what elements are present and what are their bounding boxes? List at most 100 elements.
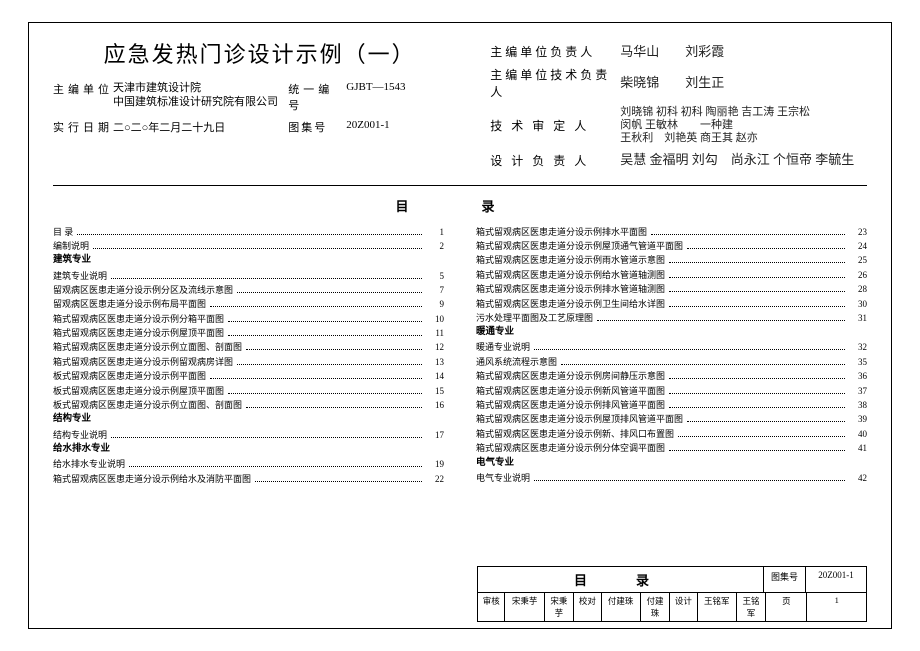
toc-item: 箱式留观病区医患走道分设示例屋顶排风管道平面图39 [476, 412, 867, 426]
f-page-v: 1 [807, 593, 866, 621]
toc-text: 箱式留观病区医患走道分设示例分体空调平面图 [476, 441, 665, 455]
toc-text: 箱式留观病区医患走道分设示例分箱平面图 [53, 312, 224, 326]
toc-item: 建筑专业说明5 [53, 269, 444, 283]
toc-item: 污水处理平面图及工艺原理图31 [476, 311, 867, 325]
date-label: 实行日期 [53, 119, 113, 135]
footer-mulu: 目 录 [478, 567, 764, 592]
sig3-label: 技 术 审 定 人 [490, 117, 620, 134]
atlas-value: 20Z001-1 [346, 119, 466, 135]
toc-dots [237, 292, 422, 293]
page-title: 应急发热门诊设计示例（一） [53, 37, 466, 69]
title-block-bottom: 审核 宋秉芋 宋秉芋 校对 付建珠 付建珠 设计 王铭军 王铭军 页 1 [477, 593, 867, 622]
org-value: 天津市建筑设计院 中国建筑标准设计研究院有限公司 [113, 81, 288, 113]
f-audit-s: 宋秉芋 [545, 593, 574, 621]
toc-dots [669, 262, 845, 263]
toc-page: 42 [849, 471, 867, 485]
toc-right-col: 箱式留观病区医患走道分设示例排水平面图 23 箱式留观病区医患走道分设示例屋顶通气管… [476, 225, 867, 486]
toc-dots [669, 277, 845, 278]
toc-text: 箱式留观病区医患走道分设示例立面图、剖面图 [53, 340, 242, 354]
toc-item: 结构专业说明17 [53, 428, 444, 442]
toc-text: 箱式留观病区医患走道分设示例房间静压示意图 [476, 369, 665, 383]
toc-item: 箱式留观病区医患走道分设示例留观病房详图13 [53, 355, 444, 369]
toc-dots [669, 306, 845, 307]
code-label: 统一编号 [288, 81, 346, 113]
toc-text: 箱式留观病区医患走道分设示例排水平面图 [476, 225, 647, 239]
toc-item: 箱式留观病区医患走道分设示例新、排风口布置图40 [476, 427, 867, 441]
toc-item: 箱式留观病区医患走道分设示例分体空调平面图41 [476, 441, 867, 455]
toc-item: 通风系统流程示意图35 [476, 355, 867, 369]
toc-item: 箱式留观病区医患走道分设示例给水管道轴测图26 [476, 268, 867, 282]
code-value: GJBT—1543 [346, 81, 466, 113]
toc-item: 电气专业说明42 [476, 471, 867, 485]
title-block-top: 目 录 图集号 20Z001-1 [477, 566, 867, 593]
toc-page: 23 [849, 225, 867, 239]
f-check-v: 付建珠 [602, 593, 641, 621]
toc-dots [93, 248, 422, 249]
toc-item: 结构专业 [53, 412, 444, 427]
toc-page: 16 [426, 398, 444, 412]
date-value: 二○二○年二月二十九日 [113, 119, 288, 135]
toc-page: 38 [849, 398, 867, 412]
header: 应急发热门诊设计示例（一） 主编单位 天津市建筑设计院 中国建筑标准设计研究院有… [53, 37, 867, 186]
toc-text: 箱式留观病区医患走道分设示例屋顶通气管道平面图 [476, 239, 683, 253]
toc-item: 留观病区医患走道分设示例布局平面图9 [53, 297, 444, 311]
toc-page: 31 [849, 311, 867, 325]
toc-page: 11 [426, 326, 444, 340]
toc-item: 箱式留观病区医患走道分设示例排水平面图 23 [476, 225, 867, 239]
toc-dots [669, 393, 845, 394]
toc-text: 留观病区医患走道分设示例分区及流线示意图 [53, 283, 233, 297]
toc-dots [687, 421, 845, 422]
toc-text: 箱式留观病区医患走道分设示例给水及消防平面图 [53, 472, 251, 486]
toc-item: 板式留观病区医患走道分设示例屋顶平面图15 [53, 384, 444, 398]
toc-page: 10 [426, 312, 444, 326]
toc-heading: 目 录 [53, 196, 867, 215]
toc-dots [561, 364, 845, 365]
toc-page: 19 [426, 457, 444, 471]
toc-item: 目 录1 [53, 225, 444, 239]
toc-page: 30 [849, 297, 867, 311]
toc-text: 板式留观病区医患走道分设示例屋顶平面图 [53, 384, 224, 398]
sig-row-1: 主编单位负责人 马华山 刘彩霞 [490, 43, 867, 60]
org-label: 主编单位 [53, 81, 113, 113]
toc-dots [255, 481, 422, 482]
sig1-value: 马华山 刘彩霞 [620, 44, 867, 60]
toc-dots [651, 234, 845, 235]
toc-left-col: 目 录1编制说明2建筑专业建筑专业说明5留观病区医患走道分设示例分区及流线示意图… [53, 225, 444, 486]
toc-page: 13 [426, 355, 444, 369]
drawing-frame: 应急发热门诊设计示例（一） 主编单位 天津市建筑设计院 中国建筑标准设计研究院有… [28, 22, 892, 629]
toc-dots [687, 248, 845, 249]
toc-page: 14 [426, 369, 444, 383]
toc-dots [77, 234, 422, 235]
toc-item: 暖通专业 [476, 325, 867, 340]
toc-dots [210, 378, 422, 379]
atlas-label: 图集号 [288, 119, 346, 135]
toc-dots [228, 321, 422, 322]
toc-dots [597, 320, 845, 321]
toc-dots [210, 306, 422, 307]
toc-page: 40 [849, 427, 867, 441]
toc-page: 25 [849, 253, 867, 267]
f-check-l: 校对 [574, 593, 601, 621]
toc-dots [237, 364, 422, 365]
toc-text: 暖通专业说明 [476, 340, 530, 354]
toc-page: 2 [426, 239, 444, 253]
toc-dots [669, 291, 845, 292]
toc-page: 28 [849, 282, 867, 296]
toc-page: 22 [426, 472, 444, 486]
toc-item: 留观病区医患走道分设示例分区及流线示意图7 [53, 283, 444, 297]
title-block: 目 录 图集号 20Z001-1 审核 宋秉芋 宋秉芋 校对 付建珠 付建珠 设… [477, 566, 867, 622]
toc-item: 箱式留观病区医患走道分设示例新风管道平面图37 [476, 384, 867, 398]
toc-page: 24 [849, 239, 867, 253]
toc-dots [669, 378, 845, 379]
toc-dots [246, 349, 422, 350]
toc-page: 36 [849, 369, 867, 383]
f-check-s: 付建珠 [641, 593, 670, 621]
toc-item: 箱式留观病区医患走道分设示例屋顶平面图11 [53, 326, 444, 340]
toc-item: 箱式留观病区医患走道分设示例立面图、剖面图12 [53, 340, 444, 354]
toc-dots [669, 450, 845, 451]
toc-item: 电气专业 [476, 456, 867, 471]
toc-page: 5 [426, 269, 444, 283]
toc-text: 箱式留观病区医患走道分设示例给水管道轴测图 [476, 268, 665, 282]
meta-row-org: 主编单位 天津市建筑设计院 中国建筑标准设计研究院有限公司 统一编号 GJBT—… [53, 81, 466, 113]
toc-text: 通风系统流程示意图 [476, 355, 557, 369]
